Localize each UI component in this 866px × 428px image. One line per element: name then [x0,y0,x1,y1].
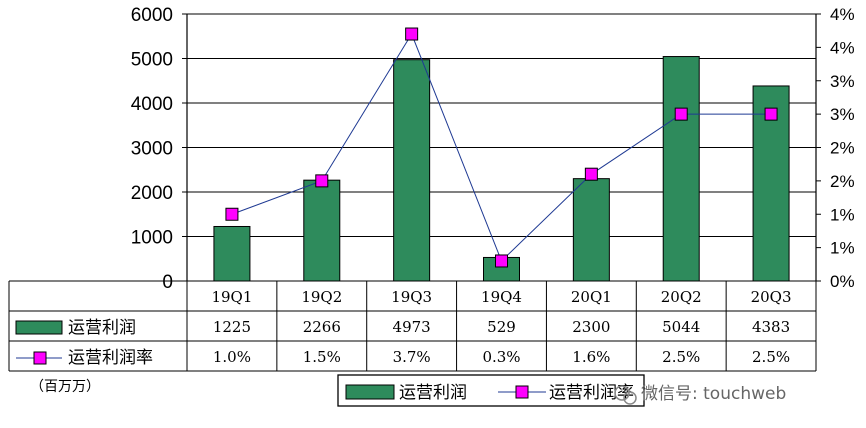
data-label: 2.5% [752,348,790,366]
data-label: 5044 [662,318,700,336]
category-label: 19Q3 [391,288,432,306]
category-label: 20Q1 [571,288,612,306]
line-point [315,174,329,188]
data-label: 4973 [393,318,431,336]
left-tick-label: 6000 [131,5,173,26]
watermark: 微信号: touchweb [614,384,786,405]
data-label: 2300 [572,318,610,336]
category-label: 19Q1 [211,288,252,306]
data-label: 4383 [752,318,790,336]
bar [662,56,700,282]
legend-label: 运营利润 [399,383,467,403]
data-label: 1.5% [303,348,341,366]
legend-bar-key [345,384,395,400]
category-label: 19Q2 [301,288,342,306]
line-point [674,107,688,121]
category-label: 19Q4 [481,288,522,306]
line-point [405,27,419,41]
data-label: 1.0% [213,348,251,366]
right-tick-label: 4% [830,5,855,24]
legend-label: 运营利润率 [549,383,634,403]
watermark-text: 微信号: touchweb [641,384,786,404]
data-label: 1.6% [572,348,610,366]
left-tick-label: 3000 [131,139,173,160]
bar [572,178,610,282]
right-axis-ticks: 0% 1% 1% 2% 2% 3% 3% 4% 4% [816,5,855,291]
left-tick-label: 4000 [131,94,173,115]
gridlines [187,13,816,237]
bar [303,179,341,282]
right-tick-label: 1% [830,205,855,224]
data-label: 0.3% [482,348,520,366]
bar-series [213,56,790,282]
table-marker-key [33,351,47,365]
line-series [225,27,778,268]
unit-label: （百万万） [30,379,100,395]
data-label: 2266 [303,318,341,336]
wechat-icon [614,385,637,405]
right-tick-label: 4% [830,38,855,57]
data-label: 3.7% [393,348,431,366]
right-tick-label: 1% [830,239,855,258]
right-tick-label: 0% [830,272,855,291]
right-tick-label: 3% [830,105,855,124]
table-bar-key [15,320,63,335]
category-label: 20Q2 [661,288,702,306]
left-tick-label: 1000 [131,228,173,249]
line-point [584,167,598,181]
data-label: 1225 [213,318,251,336]
legend: 运营利润 运营利润率 [337,374,645,407]
category-label: 20Q3 [751,288,792,306]
left-axis-ticks: 0 1000 2000 3000 4000 5000 6000 [131,5,187,293]
line-point [225,207,239,221]
left-tick-label: 2000 [131,183,173,204]
bar [393,59,431,282]
line-point [764,107,778,121]
bar [213,225,251,282]
right-tick-label: 2% [830,139,855,158]
right-tick-label: 3% [830,72,855,91]
data-label: 2.5% [662,348,700,366]
table-series-name: 运营利润 [68,318,136,338]
right-tick-label: 2% [830,172,855,191]
table-series-name: 运营利润率 [68,348,153,368]
left-tick-label: 5000 [131,50,173,71]
legend-marker-key [515,385,529,399]
data-table: 19Q1 19Q2 19Q3 19Q4 20Q1 20Q2 20Q3 运营利润 1225 2266… [8,280,817,372]
line-point [495,254,508,268]
left-tick-label: 0 [162,272,173,293]
data-label: 529 [487,318,516,336]
